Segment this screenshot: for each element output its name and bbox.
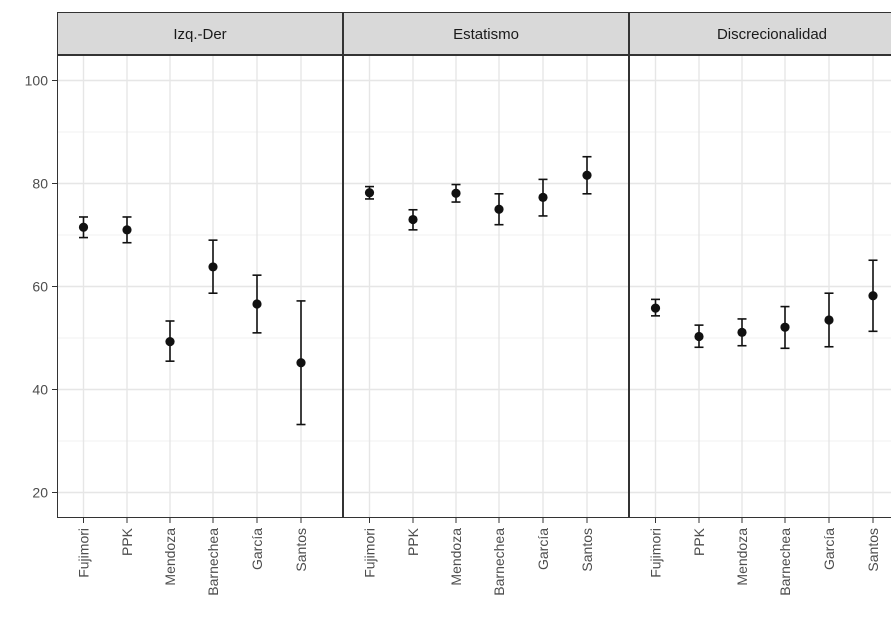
facet-strip (57, 12, 343, 55)
data-point (408, 214, 418, 225)
x-tick-label: Barnechea (205, 528, 221, 596)
x-tick-label: Fujimori (362, 528, 378, 578)
data-point (451, 188, 461, 198)
x-tick-label: García (535, 528, 551, 570)
facet-title: Estatismo (453, 26, 519, 43)
x-tick-label: García (821, 528, 837, 570)
data-point-group (650, 298, 661, 317)
data-point-group (122, 216, 132, 244)
data-point (78, 222, 89, 232)
facet-title: Izq.-Der (173, 26, 226, 43)
x-tick-label: Santos (579, 528, 595, 572)
data-point (650, 303, 661, 313)
facet-panel-2: Estatismo Fujimori PPK Mendoza Barnechea Garc… (343, 12, 629, 596)
data-point (494, 204, 504, 214)
data-point-group (824, 292, 834, 348)
data-point-group (364, 185, 375, 200)
y-tick-label: 40 (32, 382, 48, 398)
x-tick-label: Fujimori (76, 528, 92, 578)
x-tick-label: Mendoza (162, 528, 178, 586)
data-point-group (252, 274, 262, 334)
data-point-group (208, 239, 218, 294)
panel-border (57, 55, 343, 518)
data-point-group (538, 178, 548, 217)
x-tick-label: PPK (691, 527, 707, 556)
data-point-group (165, 320, 175, 362)
data-point (824, 315, 834, 325)
data-point (165, 337, 175, 347)
panel-border (629, 55, 891, 518)
data-point-group (737, 318, 747, 347)
data-point-group (494, 193, 504, 226)
data-point-group (694, 324, 704, 349)
data-point (208, 262, 218, 272)
data-point (694, 331, 704, 342)
facet-title: Discrecionalidad (717, 26, 827, 43)
data-point-group (582, 155, 592, 195)
data-point (780, 322, 790, 332)
data-point-group (451, 183, 461, 203)
x-tick-label: Mendoza (448, 528, 464, 586)
facet-strip (343, 12, 629, 55)
data-point (868, 291, 878, 301)
panel-border (343, 55, 629, 518)
data-point (538, 192, 548, 203)
data-point (296, 358, 306, 368)
x-tick-label: Santos (293, 528, 309, 572)
x-tick-label: Mendoza (734, 528, 750, 586)
y-tick-label: 100 (25, 73, 49, 89)
data-point-group (868, 259, 878, 333)
x-tick-label: Barnechea (777, 528, 793, 596)
data-point (122, 225, 132, 235)
data-point (582, 170, 592, 180)
facet-strip (629, 12, 891, 55)
data-point-group (780, 305, 790, 350)
data-point-group (408, 208, 418, 231)
x-tick-label: Santos (865, 528, 881, 572)
x-tick-label: Fujimori (648, 528, 664, 578)
x-tick-label: Barnechea (491, 528, 507, 596)
x-tick-label: PPK (405, 527, 421, 556)
data-point-group (296, 300, 306, 426)
x-tick-label: PPK (119, 527, 135, 556)
facet-panel-3: Discrecionalidad Fujimori PPK Mendoza Barnec… (629, 12, 891, 596)
data-point (737, 327, 747, 337)
y-tick-label: 80 (32, 176, 48, 192)
facet-panel-1: Izq.-Der Fujimori PPK Mendoza Barnechea Garcí… (57, 12, 343, 596)
x-tick-label: García (249, 528, 265, 570)
y-tick-label: 60 (32, 279, 48, 295)
data-point (252, 299, 262, 309)
data-point (364, 188, 375, 198)
y-tick-label: 20 (32, 485, 48, 501)
data-point-group (78, 216, 89, 239)
